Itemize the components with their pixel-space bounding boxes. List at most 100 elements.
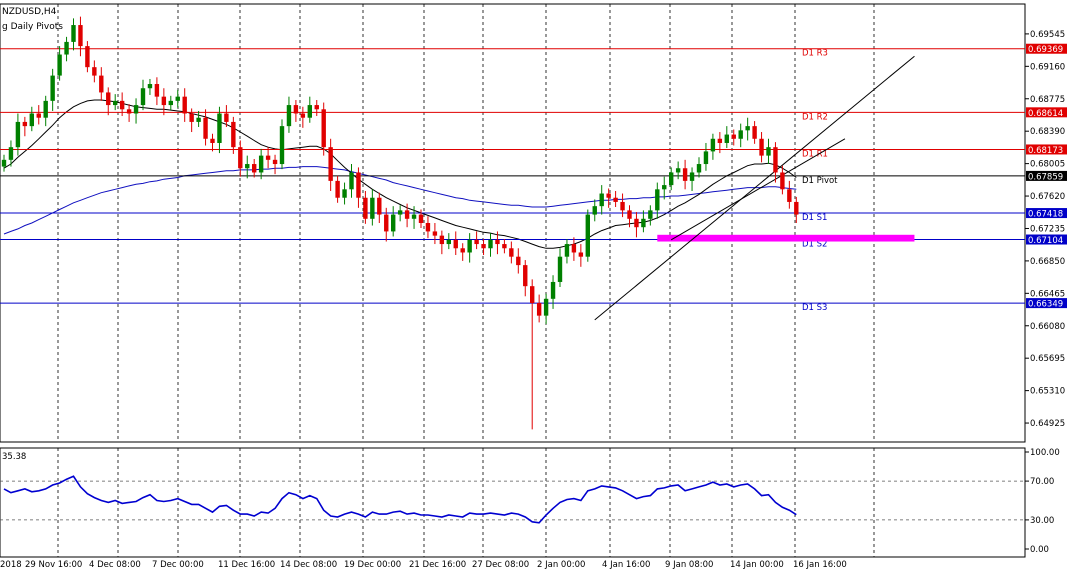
candle-body bbox=[738, 130, 743, 139]
candle-body bbox=[509, 248, 514, 257]
candle-body bbox=[224, 113, 229, 122]
pivot-label: D1 S1 bbox=[802, 213, 827, 223]
candle-body bbox=[689, 172, 695, 181]
candle-body bbox=[460, 248, 465, 253]
candle-body bbox=[745, 126, 750, 131]
candle-body bbox=[363, 197, 368, 219]
time-axis-label: 11 Dec 16:00 bbox=[218, 560, 275, 570]
time-axis-label: 21 Dec 16:00 bbox=[409, 560, 466, 570]
candle-body bbox=[314, 105, 319, 110]
candle-body bbox=[370, 197, 375, 219]
candle-body bbox=[78, 25, 83, 47]
candle-body bbox=[50, 75, 55, 101]
candle-body bbox=[1, 159, 7, 167]
candle-body bbox=[15, 121, 21, 148]
candle-body bbox=[453, 239, 458, 249]
rsi-tick-label: 0.00 bbox=[1030, 545, 1049, 555]
candle-body bbox=[620, 201, 625, 211]
candle-body bbox=[147, 84, 153, 89]
candle-body bbox=[252, 164, 257, 173]
candle-body bbox=[154, 84, 160, 97]
candle-body bbox=[662, 185, 667, 190]
candle-body bbox=[57, 54, 62, 76]
main-panel-border bbox=[0, 3, 1026, 443]
rsi-line bbox=[3, 475, 797, 524]
pivot-price-value: 0.68614 bbox=[1028, 109, 1063, 119]
candle-body bbox=[669, 172, 674, 186]
candle-body bbox=[328, 147, 333, 181]
candle-body bbox=[439, 235, 445, 245]
candle-body bbox=[655, 189, 660, 211]
candle-body bbox=[196, 117, 201, 122]
candle-body bbox=[113, 100, 118, 106]
candle-body bbox=[766, 147, 771, 156]
candle-body bbox=[467, 239, 472, 253]
pivot-price-value: 0.67859 bbox=[1028, 172, 1063, 182]
candle-body bbox=[8, 147, 14, 160]
candle-body bbox=[377, 197, 382, 215]
price-tick-label: 0.67235 bbox=[1030, 224, 1065, 234]
trendline bbox=[594, 55, 915, 321]
time-axis-label: 4 Dec 08:00 bbox=[89, 560, 141, 570]
price-tick-label: 0.66850 bbox=[1030, 257, 1065, 267]
candle-body bbox=[307, 105, 312, 118]
price-tick-label: 0.68390 bbox=[1030, 127, 1065, 137]
candle-body bbox=[627, 210, 632, 219]
candle-body bbox=[543, 298, 549, 316]
pivot-label: D1 S3 bbox=[802, 303, 827, 313]
candle-body bbox=[773, 147, 778, 173]
candle-body bbox=[272, 159, 278, 165]
candle-body bbox=[161, 96, 167, 106]
fast-moving-average bbox=[3, 99, 797, 249]
candle-body bbox=[342, 189, 347, 198]
pivot-label: D1 Pivot bbox=[802, 176, 838, 186]
candle-body bbox=[71, 25, 76, 42]
candle-body bbox=[286, 105, 292, 127]
pivot-price-tag bbox=[1026, 43, 1067, 54]
candle-body bbox=[724, 134, 729, 143]
time-axis-label: 2018 bbox=[0, 560, 22, 570]
candle-body bbox=[648, 210, 653, 219]
candle-body bbox=[536, 303, 542, 316]
symbol-label: NZDUSD,H4 bbox=[2, 7, 57, 17]
pivot-price-value: 0.67418 bbox=[1028, 210, 1063, 220]
candle-body bbox=[36, 113, 41, 118]
candle-body bbox=[119, 100, 125, 110]
pivot-price-tag bbox=[1026, 208, 1067, 219]
candle-body bbox=[710, 138, 716, 152]
candle-body bbox=[384, 214, 389, 232]
candle-body bbox=[245, 164, 250, 169]
candle-body bbox=[794, 201, 799, 215]
candle-body bbox=[411, 214, 417, 219]
price-tick-label: 0.68775 bbox=[1030, 95, 1065, 105]
candle-body bbox=[592, 206, 597, 215]
candle-body bbox=[168, 100, 173, 106]
candle-body bbox=[279, 126, 285, 165]
candle-body bbox=[599, 193, 604, 207]
rsi-tick-label: 70.00 bbox=[1030, 477, 1054, 487]
pivot-label: D1 R2 bbox=[802, 112, 828, 122]
candle-body bbox=[404, 210, 410, 219]
time-axis-label: 29 Nov 16:00 bbox=[25, 560, 82, 570]
candle-body bbox=[418, 214, 424, 223]
candle-body bbox=[425, 223, 431, 232]
pivot-price-tag bbox=[1026, 234, 1067, 245]
candle-body bbox=[210, 138, 215, 143]
candle-body bbox=[99, 75, 104, 93]
candle-body bbox=[759, 138, 764, 156]
time-axis-label: 27 Dec 08:00 bbox=[472, 560, 529, 570]
candle-body bbox=[217, 113, 222, 143]
pivot-price-tag bbox=[1026, 298, 1067, 309]
candle-body bbox=[557, 256, 563, 282]
pivot-price-tag bbox=[1026, 144, 1067, 155]
candle-body bbox=[43, 100, 48, 118]
time-axis-label: 19 Dec 00:00 bbox=[344, 560, 401, 570]
candle-body bbox=[495, 239, 500, 245]
candle-body bbox=[578, 252, 584, 257]
time-axis-label: 9 Jan 08:00 bbox=[665, 560, 713, 570]
candle-body bbox=[231, 121, 236, 148]
rsi-value-label: 35.38 bbox=[2, 452, 26, 462]
candle-body bbox=[550, 281, 556, 299]
rsi-tick-label: 100.00 bbox=[1030, 448, 1060, 458]
